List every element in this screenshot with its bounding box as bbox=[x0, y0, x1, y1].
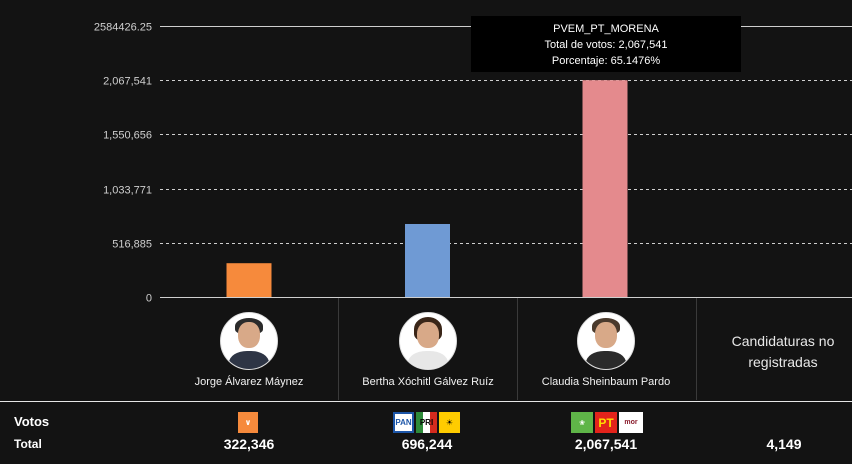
mc-logo: ∨ bbox=[238, 412, 258, 434]
pan-party-icon: PAN bbox=[393, 412, 414, 433]
bar-1[interactable] bbox=[405, 223, 450, 297]
bar-tooltip: PVEM_PT_MORENA Total de votos: 2,067,541… bbox=[471, 16, 741, 72]
y-axis-ticks: 0 516,885 1,033,771 1,550,656 2,067,541 25844… bbox=[94, 22, 152, 305]
pri-party-icon: PRI bbox=[416, 412, 437, 433]
total-votes-galvez: 696,244 bbox=[401, 436, 453, 452]
verde-pt-morena-logos: ❀ PT mor bbox=[571, 412, 643, 434]
candidate-name: Bertha Xóchitl Gálvez Ruíz bbox=[362, 376, 494, 388]
bar-0[interactable] bbox=[226, 263, 272, 297]
y-tick-label: 2,067,541 bbox=[103, 76, 152, 88]
y-tick-label: 1,550,656 bbox=[103, 130, 152, 142]
y-tick-label: 516,885 bbox=[112, 239, 152, 251]
candidate-name: Claudia Sheinbaum Pardo bbox=[541, 376, 671, 388]
avatar bbox=[220, 312, 278, 370]
bar-2[interactable] bbox=[582, 80, 628, 297]
total-votes-sheinbaum: 2,067,541 bbox=[574, 436, 638, 452]
votes-label: Votos bbox=[14, 414, 50, 429]
prd-party-icon: ☀ bbox=[439, 412, 460, 433]
total-label: Total bbox=[14, 437, 42, 451]
candidate-card-sheinbaum[interactable]: Claudia Sheinbaum Pardo bbox=[517, 312, 695, 388]
unregistered-label: Candidaturas no registradas bbox=[731, 333, 835, 370]
bars bbox=[226, 80, 628, 297]
avatar bbox=[399, 312, 457, 370]
total-votes-maynez: 322,346 bbox=[223, 436, 275, 452]
y-tick-label: 1,033,771 bbox=[103, 185, 152, 197]
avatar bbox=[577, 312, 635, 370]
total-votes-unregistered: 4,149 bbox=[766, 436, 802, 452]
footer-divider bbox=[0, 401, 852, 402]
candidate-card-galvez[interactable]: Bertha Xóchitl Gálvez Ruíz bbox=[339, 312, 517, 388]
candidate-name: Jorge Álvarez Máynez bbox=[194, 376, 304, 388]
verde-party-icon: ❀ bbox=[571, 412, 593, 433]
y-tick-label: 0 bbox=[146, 293, 152, 305]
bar-chart: 0 516,885 1,033,771 1,550,656 2,067,541 25844… bbox=[94, 22, 852, 400]
tooltip-total: Total de votos: 2,067,541 bbox=[544, 39, 668, 51]
morena-party-icon: mor bbox=[619, 412, 643, 433]
tooltip-percent: Porcentaje: 65.1476% bbox=[551, 55, 661, 67]
candidate-card-maynez[interactable]: Jorge Álvarez Máynez bbox=[160, 312, 338, 388]
pan-pri-prd-logos: PAN PRI ☀ bbox=[393, 412, 460, 434]
mc-party-icon: ∨ bbox=[238, 412, 258, 433]
tooltip-title: PVEM_PT_MORENA bbox=[553, 23, 659, 35]
pt-party-icon: PT bbox=[595, 412, 617, 433]
y-tick-label: 2584426.25 bbox=[94, 22, 152, 34]
